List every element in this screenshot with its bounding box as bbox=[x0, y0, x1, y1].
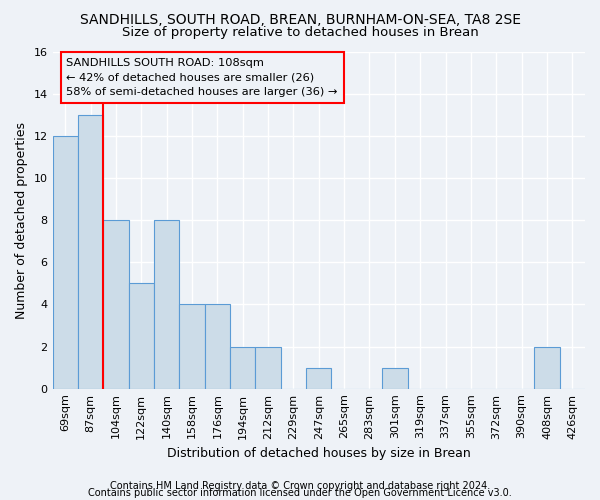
Text: Contains HM Land Registry data © Crown copyright and database right 2024.: Contains HM Land Registry data © Crown c… bbox=[110, 481, 490, 491]
Text: Contains public sector information licensed under the Open Government Licence v3: Contains public sector information licen… bbox=[88, 488, 512, 498]
Bar bbox=[256, 346, 281, 389]
Bar bbox=[534, 346, 560, 389]
Bar bbox=[154, 220, 179, 388]
Text: SANDHILLS SOUTH ROAD: 108sqm
← 42% of detached houses are smaller (26)
58% of se: SANDHILLS SOUTH ROAD: 108sqm ← 42% of de… bbox=[67, 58, 338, 98]
X-axis label: Distribution of detached houses by size in Brean: Distribution of detached houses by size … bbox=[167, 447, 470, 460]
Bar bbox=[103, 220, 128, 388]
Bar bbox=[53, 136, 78, 388]
Text: Size of property relative to detached houses in Brean: Size of property relative to detached ho… bbox=[122, 26, 478, 39]
Y-axis label: Number of detached properties: Number of detached properties bbox=[15, 122, 28, 318]
Bar bbox=[179, 304, 205, 388]
Bar bbox=[128, 284, 154, 389]
Bar bbox=[78, 114, 103, 388]
Text: SANDHILLS, SOUTH ROAD, BREAN, BURNHAM-ON-SEA, TA8 2SE: SANDHILLS, SOUTH ROAD, BREAN, BURNHAM-ON… bbox=[79, 12, 521, 26]
Bar bbox=[306, 368, 331, 388]
Bar bbox=[230, 346, 256, 389]
Bar bbox=[205, 304, 230, 388]
Bar bbox=[382, 368, 407, 388]
